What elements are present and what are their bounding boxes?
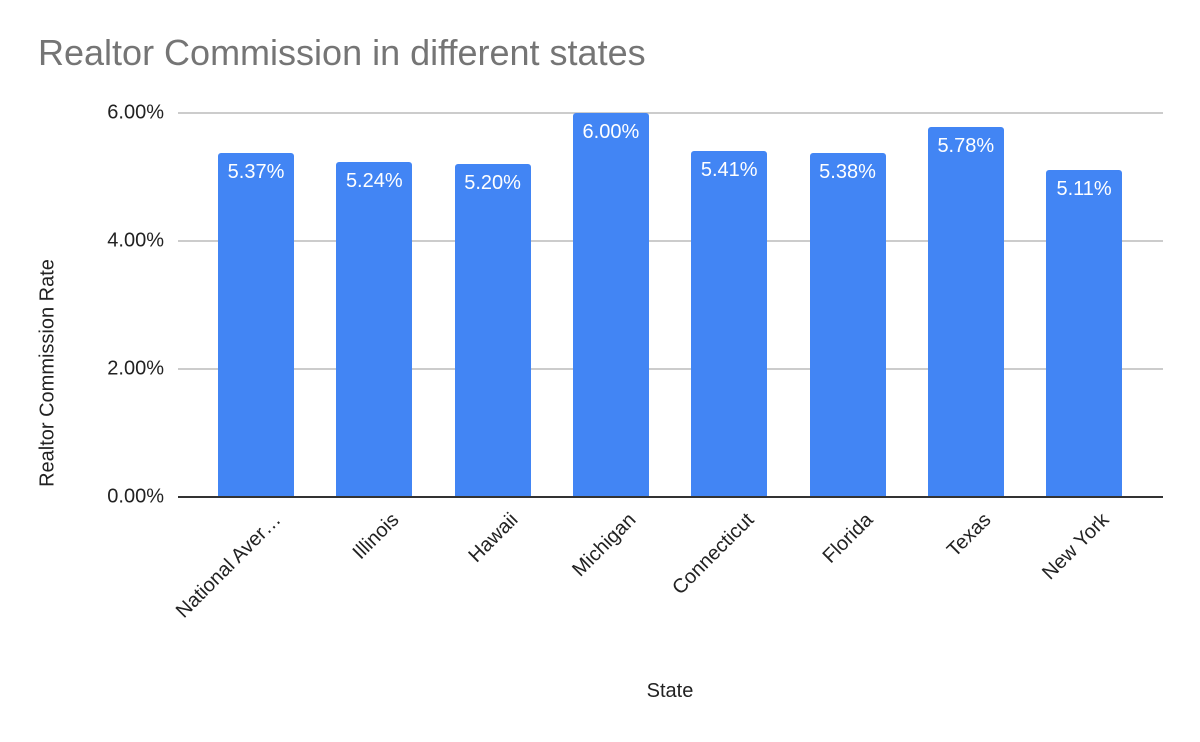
bar-value-label: 6.00% [582, 121, 640, 143]
bar-value-label: 5.38% [819, 160, 876, 183]
x-tick-label: National Aver… [171, 508, 286, 623]
x-tick-label: Michigan [568, 508, 641, 582]
bar[interactable]: 6.00% [572, 113, 649, 497]
bar[interactable]: 5.24% [336, 161, 413, 497]
bar-value-label: 5.24% [345, 169, 403, 192]
bar-value-label: 5.37% [227, 161, 285, 184]
x-tick-label: Hawaii [464, 508, 523, 567]
bar-value-label: 5.78% [937, 135, 995, 158]
x-tick-label: Texas [942, 508, 996, 562]
bar[interactable]: 5.37% [218, 153, 294, 497]
bar[interactable]: 5.20% [454, 164, 531, 497]
y-tick-label: 0.00% [107, 485, 164, 508]
bar[interactable]: 5.38% [809, 152, 886, 497]
chart-title: Realtor Commission in different states [38, 32, 646, 73]
x-axis-label: State [646, 680, 694, 702]
bar[interactable]: 5.41% [691, 150, 768, 497]
bar-value-label: 5.20% [464, 172, 521, 195]
x-tick-label: New York [1038, 508, 1114, 585]
x-axis-line [178, 496, 1163, 498]
gridline [178, 240, 1163, 242]
bar-value-label: 5.11% [1056, 177, 1112, 200]
y-tick-label: 6.00% [107, 101, 164, 124]
y-tick-label: 2.00% [107, 357, 164, 380]
gridline [178, 368, 1163, 370]
bar[interactable]: 5.78% [927, 127, 1004, 497]
x-tick-label: Connecticut [668, 508, 759, 600]
x-tick-label: Florida [818, 508, 877, 568]
bar[interactable]: 5.11% [1046, 169, 1123, 497]
gridline [178, 112, 1163, 114]
x-tick-label: Illinois [348, 508, 404, 564]
y-tick-label: 4.00% [107, 229, 164, 252]
bar-value-label: 5.41% [700, 158, 758, 181]
